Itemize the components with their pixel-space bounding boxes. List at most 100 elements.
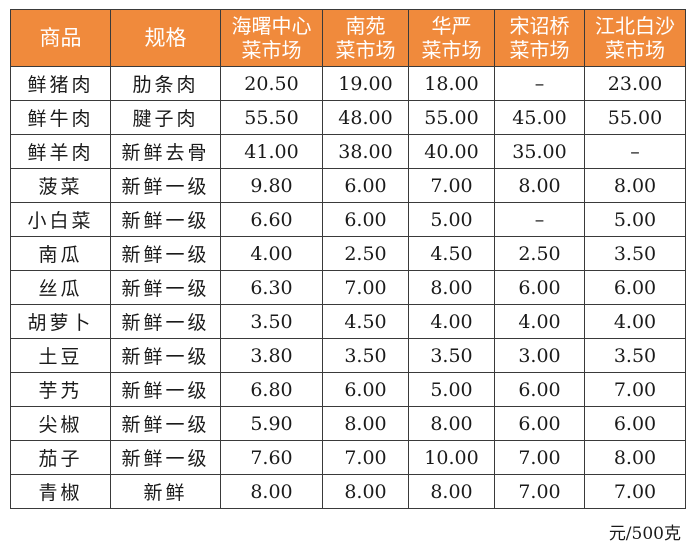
cell-price: 4.50	[322, 304, 409, 339]
cell-price: 3.50	[584, 236, 686, 271]
cell-price: 8.00	[322, 406, 409, 441]
cell-product-name: 鲜牛肉	[10, 100, 111, 135]
table-row: 胡萝卜 新鲜一级 3.50 4.50 4.00 4.00 4.00	[10, 304, 686, 339]
cell-price: 40.00	[408, 134, 495, 169]
cell-price: 10.00	[408, 440, 495, 475]
table-row: 茄子 新鲜一级 7.60 7.00 10.00 7.00 8.00	[10, 440, 686, 475]
cell-price: 7.00	[322, 440, 409, 475]
header-market-line: 菜市场	[421, 38, 482, 62]
table-row: 南瓜 新鲜一级 4.00 2.50 4.50 2.50 3.50	[10, 236, 686, 271]
cell-price: 18.00	[408, 66, 495, 101]
header-market-songzhaoqiao: 宋诏桥 菜市场	[494, 9, 585, 67]
cell-price: 6.00	[584, 270, 686, 305]
header-market-haishu: 海曙中心 菜市场	[220, 9, 323, 67]
cell-price: 8.00	[584, 168, 686, 203]
cell-spec: 肋条肉	[110, 66, 221, 101]
table-header: 商品 规格 海曙中心 菜市场 南苑 菜市场 华严 菜市场 宋诏桥 菜市场 江北白…	[10, 9, 686, 67]
cell-price: 4.00	[494, 304, 585, 339]
table-row: 土豆 新鲜一级 3.80 3.50 3.50 3.00 3.50	[10, 338, 686, 373]
cell-price: 8.00	[220, 474, 323, 509]
cell-spec: 新鲜一级	[110, 168, 221, 203]
cell-price: 7.00	[408, 168, 495, 203]
cell-price: 6.00	[494, 406, 585, 441]
cell-price: 3.50	[220, 304, 323, 339]
cell-spec: 新鲜	[110, 474, 221, 509]
cell-price: 6.00	[322, 202, 409, 237]
cell-price: 3.80	[220, 338, 323, 373]
cell-spec: 新鲜一级	[110, 406, 221, 441]
cell-price: 41.00	[220, 134, 323, 169]
cell-price: 6.00	[322, 372, 409, 407]
cell-product-name: 鲜猪肉	[10, 66, 111, 101]
unit-note: 元/500克	[608, 524, 681, 544]
cell-price: –	[584, 134, 686, 169]
cell-product-name: 青椒	[10, 474, 111, 509]
cell-spec: 新鲜一级	[110, 202, 221, 237]
header-product: 商品	[10, 9, 111, 67]
cell-spec: 腱子肉	[110, 100, 221, 135]
cell-price: 3.50	[322, 338, 409, 373]
table-row: 丝瓜 新鲜一级 6.30 7.00 8.00 6.00 6.00	[10, 270, 686, 305]
header-market-line: 菜市场	[335, 38, 396, 62]
cell-spec: 新鲜一级	[110, 304, 221, 339]
cell-price: 8.00	[494, 168, 585, 203]
table-row: 青椒 新鲜 8.00 8.00 8.00 7.00 7.00	[10, 474, 686, 509]
table-row: 鲜猪肉 肋条肉 20.50 19.00 18.00–23.00	[10, 66, 686, 101]
cell-price: 5.00	[408, 202, 495, 237]
cell-price: 4.00	[584, 304, 686, 339]
table-row: 菠菜 新鲜一级 9.80 6.00 7.00 8.00 8.00	[10, 168, 686, 203]
cell-price: 7.00	[584, 372, 686, 407]
cell-spec: 新鲜一级	[110, 338, 221, 373]
header-market-line: 菜市场	[605, 38, 665, 62]
cell-price: 55.50	[220, 100, 323, 135]
cell-price: 6.80	[220, 372, 323, 407]
cell-price: 20.50	[220, 66, 323, 101]
header-market-line: 华严	[431, 14, 472, 38]
cell-product-name: 南瓜	[10, 236, 111, 271]
cell-price: 6.00	[494, 270, 585, 305]
cell-price: 9.80	[220, 168, 323, 203]
cell-price: 55.00	[408, 100, 495, 135]
price-table: 商品 规格 海曙中心 菜市场 南苑 菜市场 华严 菜市场 宋诏桥 菜市场 江北白…	[10, 9, 686, 509]
cell-price: 5.00	[584, 202, 686, 237]
cell-spec: 新鲜一级	[110, 372, 221, 407]
cell-price: –	[494, 66, 585, 101]
table-row: 鲜羊肉 新鲜去骨 41.00 38.00 40.00 35.00–	[10, 134, 686, 169]
cell-product-name: 尖椒	[10, 406, 111, 441]
header-market-line: 菜市场	[509, 38, 570, 62]
header-market-huayan: 华严 菜市场	[408, 9, 495, 67]
table-row: 尖椒 新鲜一级 5.90 8.00 8.00 6.00 6.00	[10, 406, 686, 441]
cell-price: 7.00	[494, 440, 585, 475]
header-row: 商品 规格 海曙中心 菜市场 南苑 菜市场 华严 菜市场 宋诏桥 菜市场 江北白…	[10, 9, 686, 67]
cell-price: 5.90	[220, 406, 323, 441]
cell-spec: 新鲜一级	[110, 270, 221, 305]
cell-price: 3.50	[408, 338, 495, 373]
cell-price: 8.00	[584, 440, 686, 475]
header-market-nanyuan: 南苑 菜市场	[322, 9, 409, 67]
header-market-line: 南苑	[345, 14, 386, 38]
cell-price: 48.00	[322, 100, 409, 135]
cell-price: 6.00	[322, 168, 409, 203]
cell-price: 6.00	[584, 406, 686, 441]
cell-spec: 新鲜去骨	[110, 134, 221, 169]
cell-price: 55.00	[584, 100, 686, 135]
cell-price: 45.00	[494, 100, 585, 135]
cell-price: 5.00	[408, 372, 495, 407]
cell-product-name: 胡萝卜	[10, 304, 111, 339]
cell-price: 8.00	[322, 474, 409, 509]
cell-product-name: 小白菜	[10, 202, 111, 237]
cell-product-name: 芋艿	[10, 372, 111, 407]
cell-product-name: 菠菜	[10, 168, 111, 203]
cell-price: 3.00	[494, 338, 585, 373]
header-market-line: 江北白沙	[595, 14, 675, 38]
table-body: 鲜猪肉 肋条肉 20.50 19.00 18.00–23.00 鲜牛肉 腱子肉 55.50 48…	[10, 66, 686, 509]
cell-price: 4.50	[408, 236, 495, 271]
cell-price: 8.00	[408, 474, 495, 509]
cell-price: 35.00	[494, 134, 585, 169]
header-market-line: 海曙中心	[231, 14, 312, 38]
header-market-jiangbei: 江北白沙 菜市场	[584, 9, 686, 67]
header-spec: 规格	[110, 9, 221, 67]
cell-price: 4.00	[408, 304, 495, 339]
cell-price: –	[494, 202, 585, 237]
table-row: 小白菜 新鲜一级 6.60 6.00 5.00–5.00	[10, 202, 686, 237]
